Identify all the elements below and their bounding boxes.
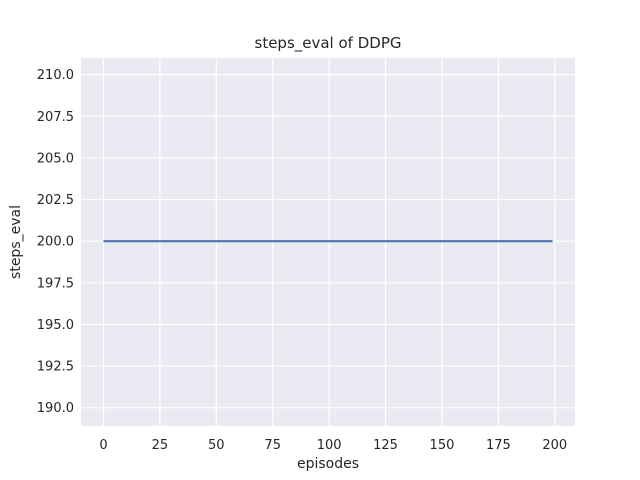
y-tick-label: 202.5 — [37, 193, 74, 208]
y-tick-label: 210.0 — [37, 68, 74, 83]
y-tick-label: 207.5 — [37, 110, 74, 125]
y-tick-label: 205.0 — [37, 151, 74, 166]
x-tick-label: 125 — [373, 438, 398, 453]
y-tick-label: 200.0 — [37, 235, 74, 250]
x-tick-label: 75 — [264, 438, 281, 453]
x-tick-label: 150 — [430, 438, 455, 453]
x-tick-label: 200 — [542, 438, 567, 453]
y-tick-label: 197.5 — [37, 276, 74, 291]
y-axis-label: steps_eval — [8, 205, 24, 279]
x-tick-label: 50 — [208, 438, 225, 453]
y-tick-label: 192.5 — [37, 360, 74, 375]
plot-area: 0 25 50 75 100 125 150 175 200 190.0 192.5 195.0 197… — [37, 58, 575, 453]
x-tick-label: 175 — [486, 438, 511, 453]
y-tick-label: 195.0 — [37, 318, 74, 333]
x-tick-label: 100 — [317, 438, 342, 453]
y-tick-label: 190.0 — [37, 401, 74, 416]
x-axis-label: episodes — [297, 456, 359, 472]
x-tick-label: 0 — [99, 438, 107, 453]
chart-title: steps_eval of DDPG — [255, 34, 402, 53]
x-tick-label: 25 — [152, 438, 169, 453]
